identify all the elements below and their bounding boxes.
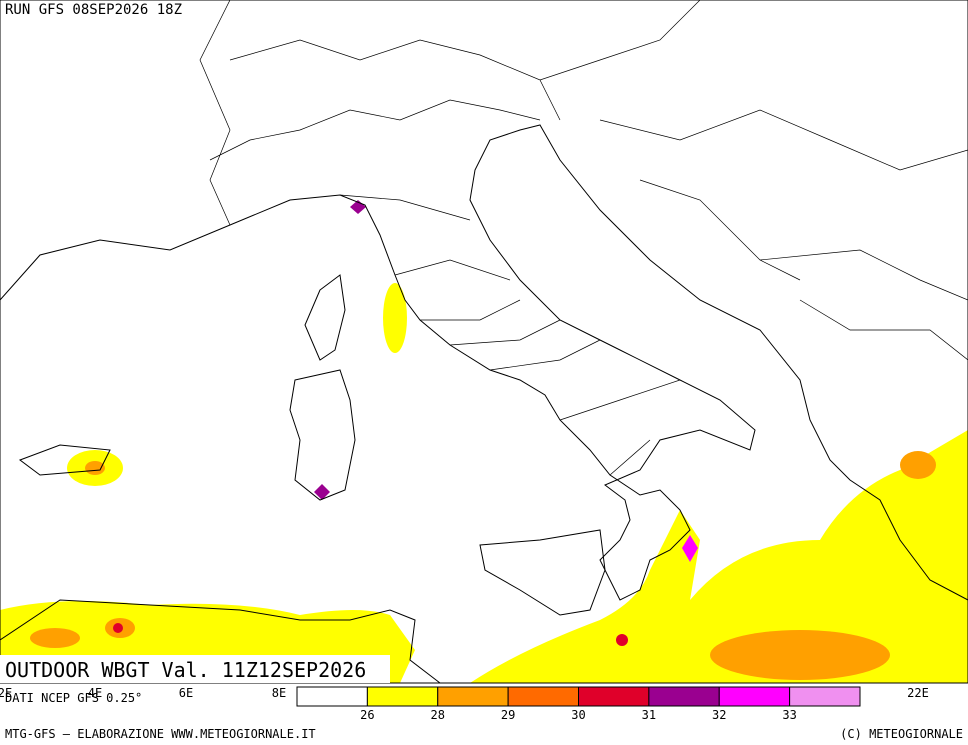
africa-coast [0,599,441,684]
legend-label: 28 [431,708,445,722]
heat-field [470,430,968,683]
legend-swatch [789,686,861,707]
heat-field [383,283,407,353]
longitude-label: 4E [88,686,102,700]
title-bg [0,655,390,683]
heat-spot [616,634,628,646]
run-label: RUN GFS 08SEP2026 18Z [5,2,182,18]
heat-field [30,628,80,648]
map-frame [0,0,968,684]
footer-left: MTG-GFS — ELABORAZIONE WWW.METEOGIORNALE… [5,727,316,741]
legend-swatch [578,686,650,707]
heat-field [900,451,936,479]
longitude-label: 6E [179,686,193,700]
legend-label: 29 [501,708,515,722]
heat-field [710,630,890,680]
legend-label: 26 [360,708,374,722]
longitude-label: 2E [0,686,12,700]
heat-field [85,461,105,475]
longitude-labels: 2E 4E 6E 8E 22E [0,686,929,700]
baleares [18,444,111,476]
sardinia [289,369,356,501]
sicily [479,529,606,616]
color-legend: 26 28 29 30 31 32 33 [296,686,861,722]
longitude-label: 8E [272,686,286,700]
source-label: DATI NCEP GFS 0.25° [5,691,142,705]
legend-swatch [437,686,509,707]
legend-label: 33 [782,708,796,722]
longitude-label: 22E [907,686,929,700]
legend-swatch [648,686,720,707]
coastline [0,124,968,601]
heat-spot [682,535,698,562]
heat-spot [113,623,123,633]
legend-label: 30 [571,708,585,722]
legend-label: 31 [642,708,656,722]
legend-swatch [296,686,368,707]
heat-spot [314,484,330,500]
legend-swatch [366,686,439,707]
map-title: OUTDOOR WBGT Val. 11Z12SEP2026 [5,658,366,682]
legend-label: 32 [712,708,726,722]
legend-swatch [507,686,579,707]
corsica [304,274,346,361]
border [199,0,968,361]
footer-right: (C) METEOGIORNALE [840,727,963,741]
map [0,0,968,684]
region-border [339,194,681,476]
legend-swatch [718,686,791,707]
